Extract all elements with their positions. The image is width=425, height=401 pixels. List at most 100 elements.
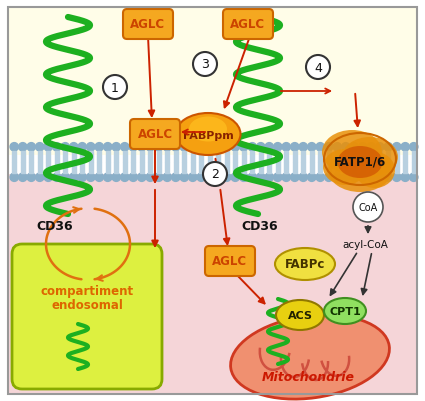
Text: 3: 3	[201, 59, 209, 71]
Circle shape	[248, 143, 256, 152]
Bar	[182, 162, 186, 174]
Bar	[174, 162, 178, 174]
Circle shape	[129, 143, 137, 152]
Bar	[140, 162, 144, 174]
Bar	[46, 152, 50, 162]
Circle shape	[87, 143, 95, 152]
Bar	[8, 8, 417, 156]
Text: 4: 4	[314, 61, 322, 74]
Bar	[114, 152, 118, 162]
Circle shape	[27, 143, 35, 152]
Circle shape	[87, 174, 95, 182]
Bar	[8, 174, 417, 394]
Circle shape	[27, 174, 35, 182]
Bar	[106, 162, 110, 174]
Bar	[361, 152, 365, 162]
Ellipse shape	[342, 138, 398, 178]
Circle shape	[353, 192, 383, 223]
Circle shape	[333, 174, 341, 182]
Bar	[97, 152, 101, 162]
Bar	[38, 162, 42, 174]
Circle shape	[265, 143, 273, 152]
Bar	[352, 152, 356, 162]
Bar	[412, 152, 416, 162]
Bar	[310, 152, 314, 162]
Bar	[21, 162, 25, 174]
FancyBboxPatch shape	[205, 246, 255, 276]
Bar	[208, 152, 212, 162]
Text: AGLC: AGLC	[137, 128, 173, 141]
Circle shape	[61, 143, 69, 152]
Text: acyl-CoA: acyl-CoA	[342, 239, 388, 249]
Circle shape	[350, 174, 358, 182]
Text: CPT1: CPT1	[329, 306, 361, 316]
Bar	[327, 162, 331, 174]
Circle shape	[223, 174, 231, 182]
Ellipse shape	[323, 150, 367, 186]
Ellipse shape	[276, 300, 324, 330]
Bar	[301, 162, 305, 174]
Circle shape	[410, 174, 418, 182]
Circle shape	[138, 174, 146, 182]
Circle shape	[129, 174, 137, 182]
Ellipse shape	[176, 114, 241, 156]
Circle shape	[401, 143, 409, 152]
Ellipse shape	[275, 248, 335, 280]
Bar	[72, 162, 76, 174]
Bar	[216, 152, 220, 162]
Circle shape	[44, 143, 52, 152]
Bar	[225, 152, 229, 162]
Circle shape	[206, 174, 214, 182]
Bar	[123, 152, 127, 162]
Bar	[293, 152, 297, 162]
Circle shape	[180, 174, 188, 182]
Bar	[165, 162, 169, 174]
Bar	[208, 162, 212, 174]
Circle shape	[306, 56, 330, 80]
Bar	[284, 162, 288, 174]
Bar	[310, 162, 314, 174]
Circle shape	[291, 174, 299, 182]
Bar	[46, 162, 50, 174]
Bar	[199, 152, 203, 162]
Ellipse shape	[328, 149, 392, 192]
Text: AGLC: AGLC	[130, 18, 166, 31]
Text: AGLC: AGLC	[230, 18, 266, 31]
Bar	[216, 162, 220, 174]
Circle shape	[193, 53, 217, 77]
Circle shape	[112, 143, 120, 152]
Bar	[148, 162, 152, 174]
Bar	[29, 162, 33, 174]
Bar	[89, 162, 93, 174]
Bar	[403, 152, 407, 162]
Bar	[293, 162, 297, 174]
Circle shape	[282, 143, 290, 152]
Circle shape	[53, 174, 61, 182]
Bar	[259, 152, 263, 162]
Bar	[395, 152, 399, 162]
Circle shape	[240, 143, 248, 152]
Circle shape	[189, 174, 197, 182]
Bar	[250, 152, 254, 162]
Circle shape	[274, 174, 282, 182]
Circle shape	[299, 174, 307, 182]
Circle shape	[78, 174, 86, 182]
Bar	[395, 162, 399, 174]
Bar	[361, 162, 365, 174]
Circle shape	[95, 143, 103, 152]
Bar	[284, 152, 288, 162]
Text: 2: 2	[211, 168, 219, 181]
Bar	[267, 162, 271, 174]
Ellipse shape	[189, 117, 227, 142]
Bar	[29, 152, 33, 162]
Bar	[318, 162, 322, 174]
Circle shape	[257, 174, 265, 182]
Bar	[80, 152, 84, 162]
Text: CD36: CD36	[37, 219, 74, 233]
Bar	[250, 162, 254, 174]
Circle shape	[231, 174, 239, 182]
Bar	[242, 162, 246, 174]
Bar	[12, 152, 16, 162]
Bar	[386, 152, 390, 162]
Circle shape	[19, 174, 27, 182]
